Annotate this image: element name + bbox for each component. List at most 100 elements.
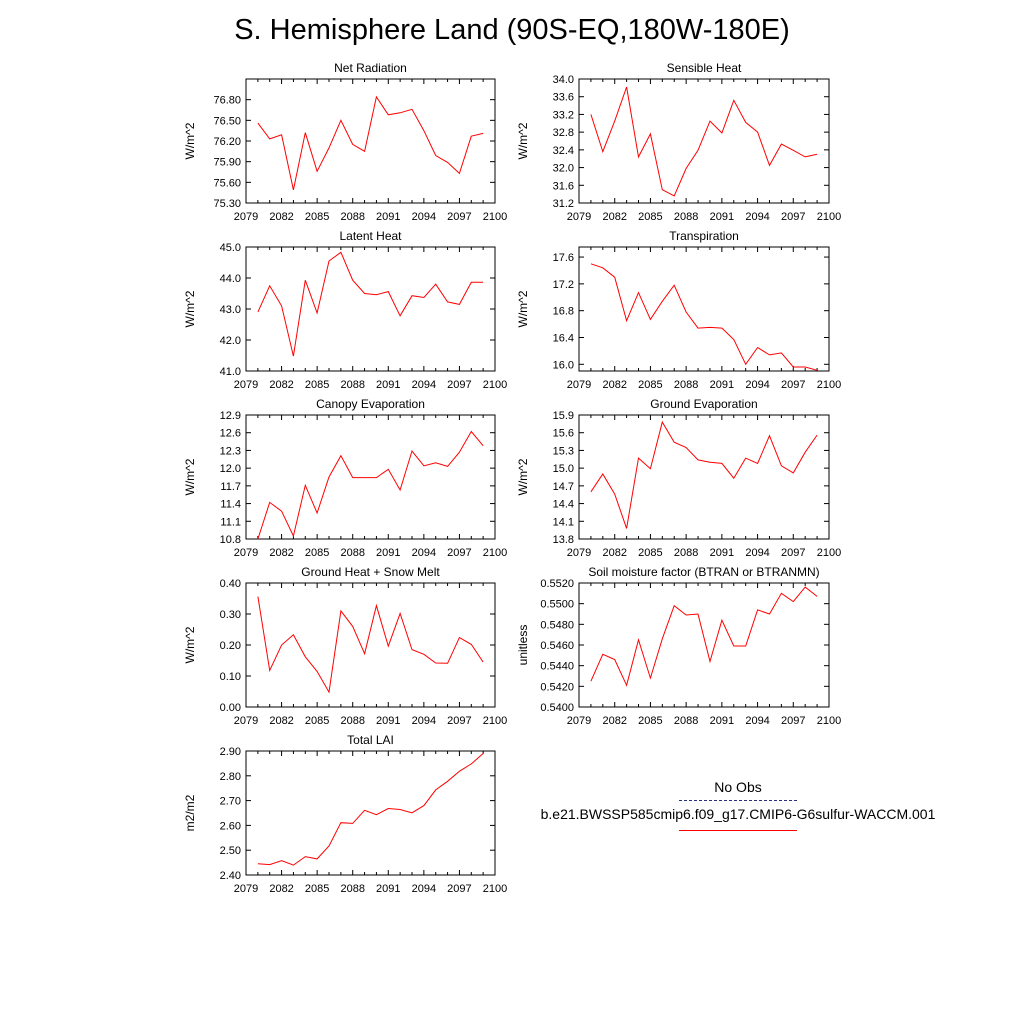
x-tick-label: 2094 — [745, 547, 769, 559]
legend-obs-swatch — [679, 800, 797, 801]
x-tick-label: 2091 — [376, 715, 400, 727]
series-line — [590, 86, 818, 197]
x-tick-label: 2085 — [305, 379, 329, 391]
x-tick-label: 2100 — [817, 547, 841, 559]
y-tick-label: 32.4 — [553, 145, 574, 157]
y-axis-label: W/m^2 — [183, 458, 197, 495]
y-tick-label: 76.20 — [213, 136, 241, 148]
y-tick-label: 2.80 — [220, 771, 241, 783]
y-tick-label: 0.5400 — [540, 702, 574, 714]
x-tick-label: 2079 — [234, 883, 258, 895]
x-tick-label: 2094 — [412, 211, 436, 223]
y-tick-label: 16.8 — [553, 306, 574, 318]
x-tick-label: 2094 — [745, 715, 769, 727]
panel-title: Transpiration — [669, 229, 739, 243]
panel-title: Ground Evaporation — [650, 397, 757, 411]
x-tick-label: 2085 — [305, 211, 329, 223]
panel-title: Net Radiation — [334, 61, 407, 75]
x-tick-label: 2100 — [483, 883, 507, 895]
x-tick-label: 2079 — [234, 379, 258, 391]
x-tick-label: 2091 — [710, 211, 734, 223]
y-tick-label: 10.8 — [220, 534, 241, 546]
x-tick-label: 2085 — [305, 715, 329, 727]
x-tick-label: 2097 — [447, 379, 471, 391]
series-line — [590, 420, 818, 529]
x-tick-label: 2082 — [269, 883, 293, 895]
legend-series-label: b.e21.BWSSP585cmip6.f09_g17.CMIP6-G6sulf… — [540, 806, 936, 822]
y-tick-label: 0.20 — [220, 640, 241, 652]
y-axis-label: W/m^2 — [183, 290, 197, 327]
y-tick-label: 16.0 — [553, 359, 574, 371]
y-tick-label: 12.6 — [220, 428, 241, 440]
x-tick-label: 2088 — [340, 883, 364, 895]
x-tick-label: 2091 — [376, 883, 400, 895]
x-tick-label: 2100 — [817, 715, 841, 727]
x-tick-label: 2082 — [269, 715, 293, 727]
x-tick-label: 2097 — [781, 715, 805, 727]
x-tick-label: 2079 — [567, 547, 591, 559]
x-tick-label: 2082 — [269, 547, 293, 559]
x-tick-label: 2079 — [567, 715, 591, 727]
y-tick-label: 42.0 — [220, 335, 241, 347]
y-tick-label: 0.00 — [220, 702, 241, 714]
plot-frame — [245, 750, 496, 876]
x-tick-label: 2082 — [269, 211, 293, 223]
y-tick-label: 75.60 — [213, 177, 241, 189]
x-tick-label: 2097 — [447, 883, 471, 895]
plot-frame — [578, 78, 830, 204]
x-tick-label: 2082 — [602, 211, 626, 223]
x-tick-label: 2082 — [269, 379, 293, 391]
x-tick-label: 2085 — [638, 379, 662, 391]
x-tick-label: 2079 — [567, 211, 591, 223]
y-axis-label: W/m^2 — [183, 626, 197, 663]
x-tick-label: 2094 — [412, 715, 436, 727]
y-tick-label: 12.9 — [220, 410, 241, 422]
y-tick-label: 0.5480 — [540, 619, 574, 631]
x-tick-label: 2091 — [710, 547, 734, 559]
panel-title: Ground Heat + Snow Melt — [301, 565, 440, 579]
panel-title: Latent Heat — [339, 229, 402, 243]
y-tick-label: 44.0 — [220, 273, 241, 285]
x-tick-label: 2091 — [710, 715, 734, 727]
x-tick-label: 2082 — [602, 379, 626, 391]
y-tick-label: 16.4 — [553, 332, 574, 344]
panel-title: Total LAI — [347, 733, 394, 747]
x-tick-label: 2088 — [340, 379, 364, 391]
y-tick-label: 2.60 — [220, 820, 241, 832]
x-tick-label: 2088 — [674, 211, 698, 223]
y-tick-label: 75.90 — [213, 157, 241, 169]
series-line — [257, 430, 484, 540]
plot-frame — [578, 582, 830, 708]
y-tick-label: 14.4 — [553, 499, 574, 511]
x-tick-label: 2100 — [483, 379, 507, 391]
x-tick-label: 2094 — [745, 211, 769, 223]
y-axis-label: W/m^2 — [516, 458, 530, 495]
y-tick-label: 0.30 — [220, 609, 241, 621]
x-tick-label: 2088 — [340, 547, 364, 559]
x-tick-label: 2088 — [674, 379, 698, 391]
x-tick-label: 2094 — [412, 547, 436, 559]
x-tick-label: 2085 — [305, 547, 329, 559]
series-line — [257, 95, 484, 191]
y-tick-label: 11.4 — [220, 499, 241, 511]
x-tick-label: 2091 — [376, 379, 400, 391]
y-tick-label: 12.0 — [220, 463, 241, 475]
panel-title: Canopy Evaporation — [316, 397, 425, 411]
x-tick-label: 2091 — [376, 547, 400, 559]
x-tick-label: 2088 — [340, 715, 364, 727]
x-tick-label: 2085 — [305, 883, 329, 895]
y-tick-label: 2.40 — [220, 870, 241, 882]
x-tick-label: 2094 — [745, 379, 769, 391]
x-tick-label: 2097 — [447, 715, 471, 727]
y-tick-label: 14.7 — [553, 481, 574, 493]
y-tick-label: 15.0 — [553, 463, 574, 475]
series-line — [257, 251, 484, 357]
x-tick-label: 2094 — [412, 883, 436, 895]
x-tick-label: 2100 — [817, 211, 841, 223]
y-tick-label: 75.30 — [213, 198, 241, 210]
x-tick-label: 2085 — [638, 715, 662, 727]
y-tick-label: 32.0 — [553, 163, 574, 175]
plot-frame — [578, 246, 830, 372]
y-tick-label: 15.9 — [553, 410, 574, 422]
y-tick-label: 11.1 — [220, 516, 241, 528]
